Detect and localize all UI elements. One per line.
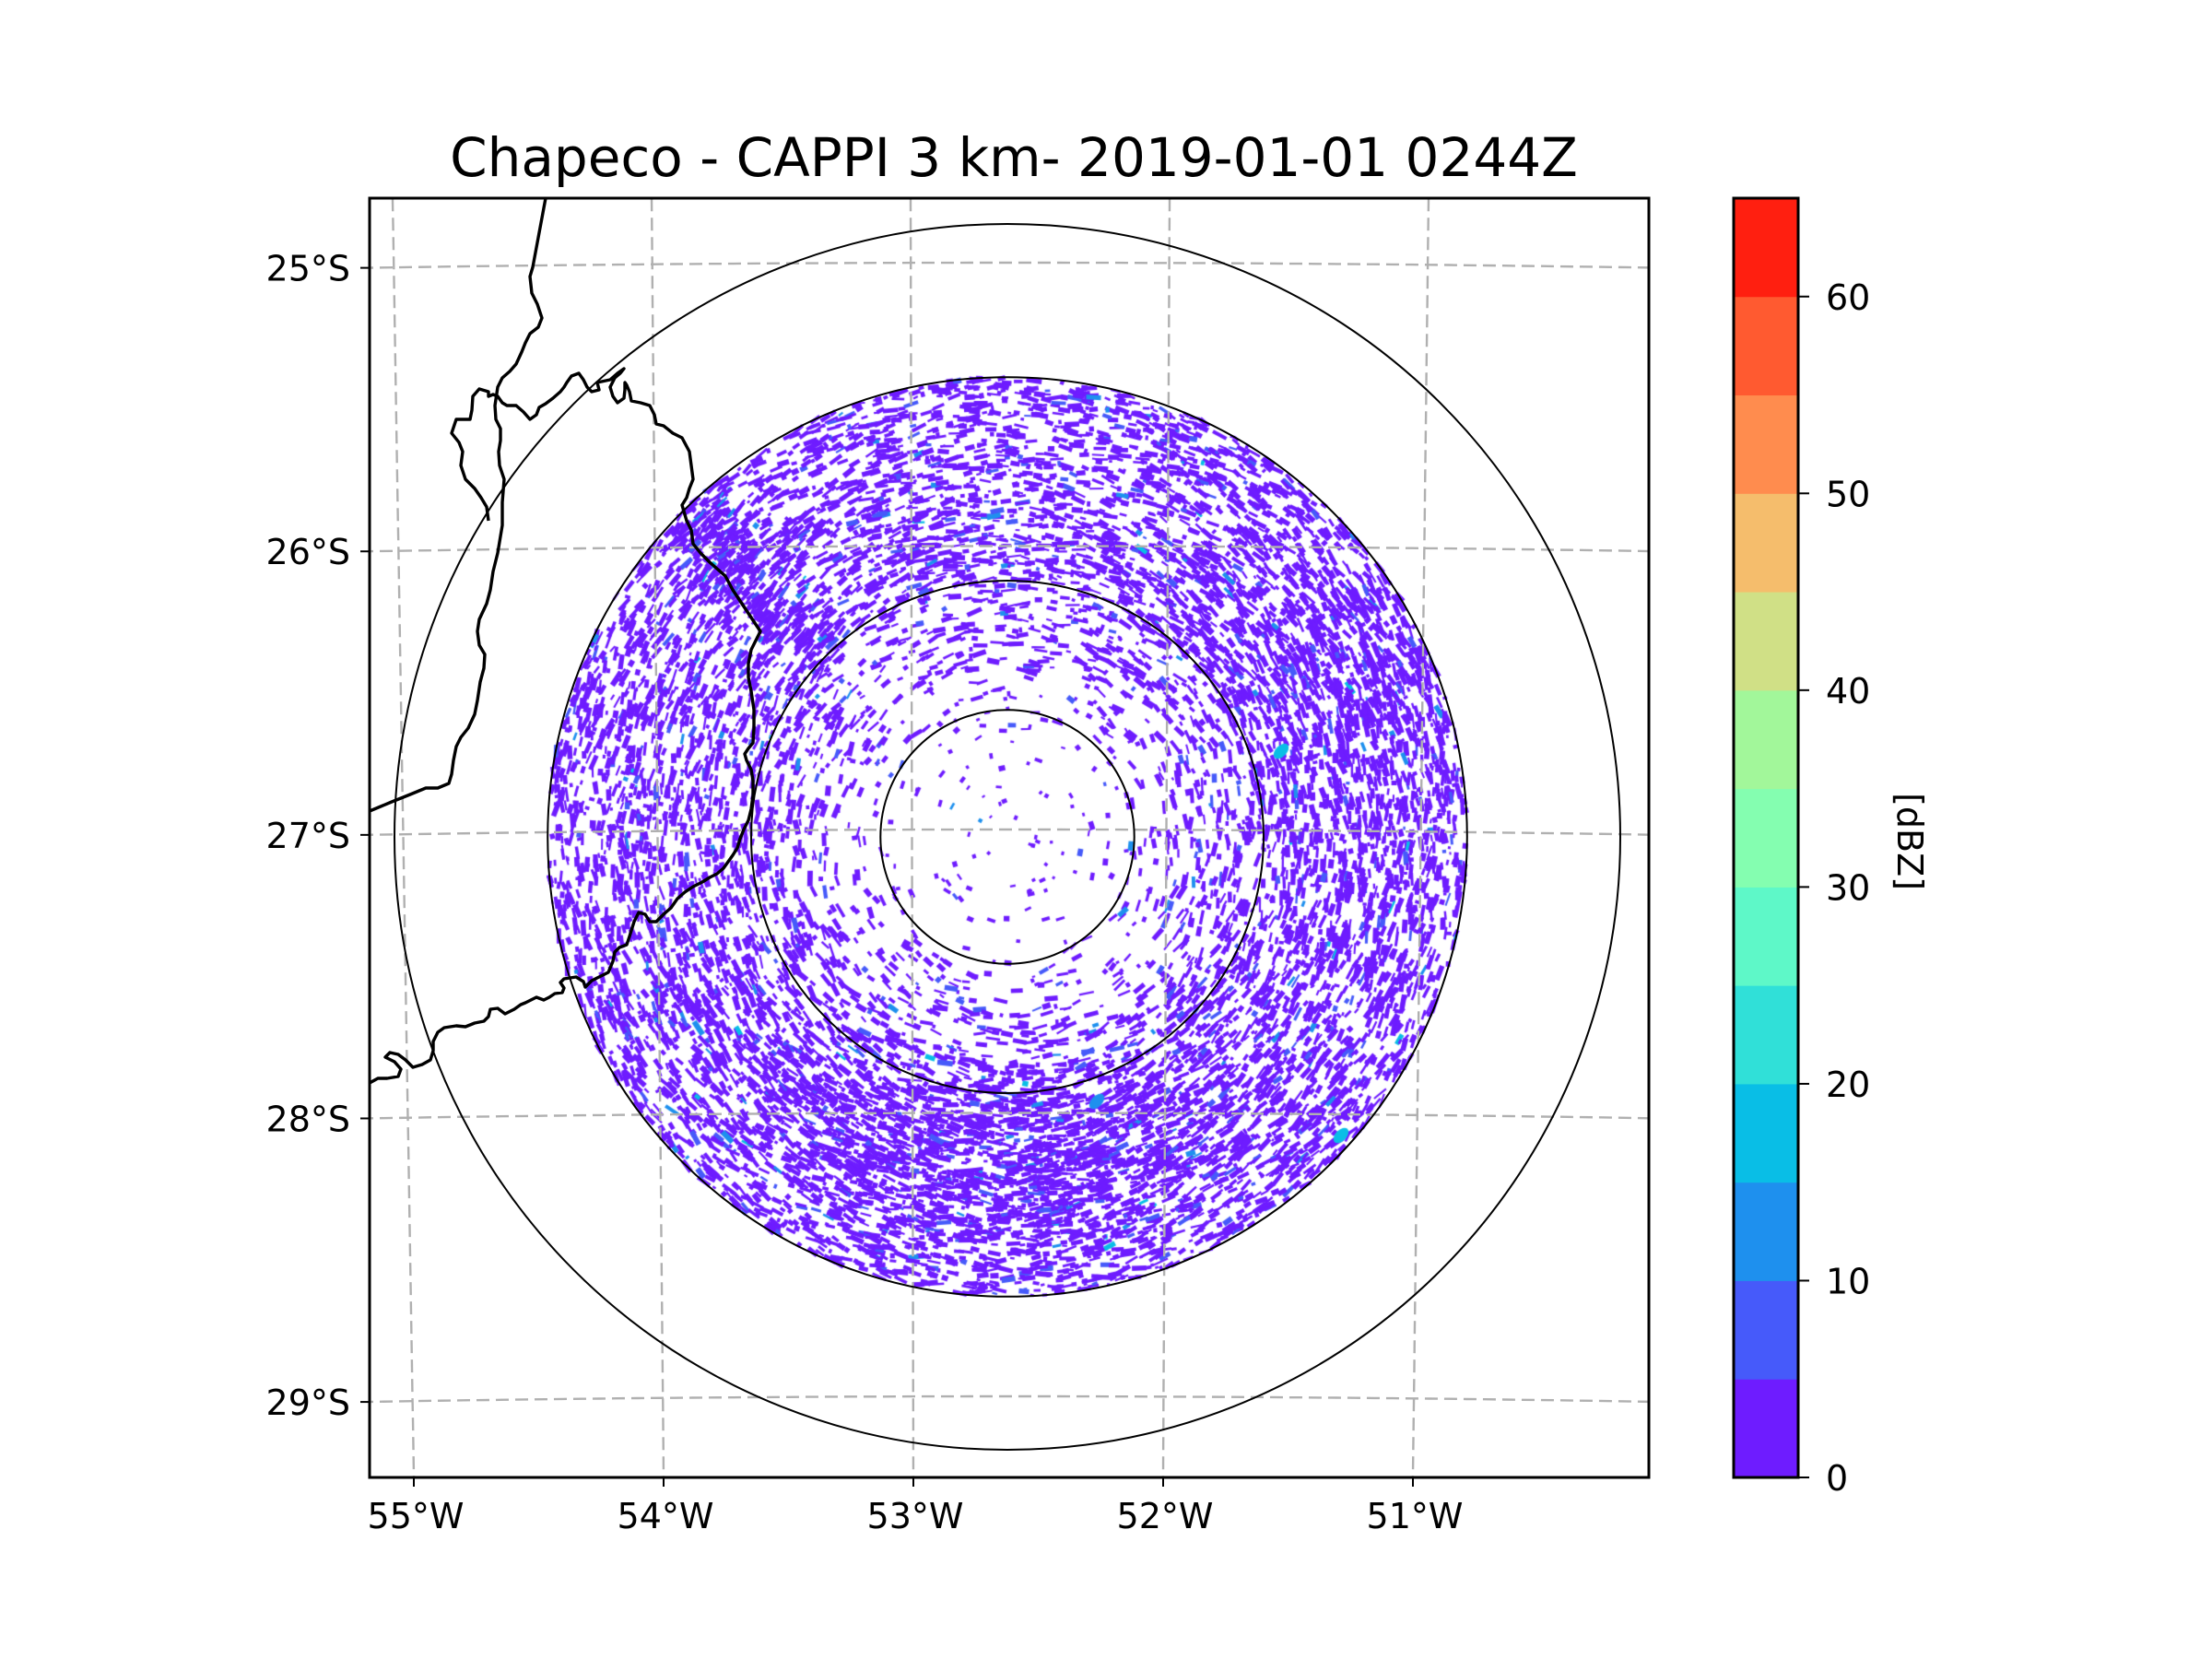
parallel-gridline [370, 545, 1649, 553]
y-axis-ticks: 25°S 26°S 27°S 28°S 29°S [266, 249, 370, 1423]
colorbar-tick-label: 0 [1826, 1458, 1848, 1499]
colorbar-band [1734, 985, 1798, 1085]
meridian-gridline [391, 198, 416, 1477]
range-ring [750, 580, 1265, 1094]
colorbar-band [1734, 198, 1798, 298]
colorbar-band [1734, 887, 1798, 986]
x-tick-label: 53°W [867, 1496, 964, 1536]
y-tick-label: 28°S [266, 1099, 350, 1139]
colorbar-tick-label: 50 [1826, 474, 1870, 514]
colorbar-band [1734, 592, 1798, 691]
meridian-gridline [650, 198, 665, 1477]
colorbar-tick-label: 60 [1826, 277, 1870, 318]
colorbar-ticks: 0 10 20 30 40 50 60 [1798, 277, 1870, 1499]
x-tick-label: 51°W [1367, 1496, 1464, 1536]
colorbar-label: [dBZ] [1889, 793, 1930, 890]
gridlines [370, 198, 1649, 1477]
colorbar-band [1734, 689, 1798, 790]
colorbar-band [1734, 788, 1798, 888]
x-tick-label: 52°W [1117, 1496, 1214, 1536]
meridian-gridline [1411, 198, 1430, 1477]
colorbar-tick-label: 20 [1826, 1065, 1870, 1105]
range-ring [547, 376, 1468, 1298]
colorbar-band [1734, 1280, 1798, 1380]
range-rings [394, 223, 1621, 1451]
colorbar-band [1734, 394, 1798, 494]
colorbar-tick-label: 30 [1826, 867, 1870, 908]
border-line-west [370, 198, 547, 813]
y-tick-label: 26°S [266, 532, 350, 572]
chart-title: Chapeco - CAPPI 3 km- 2019-01-01 0244Z [450, 126, 1578, 189]
x-tick-label: 54°W [618, 1496, 714, 1536]
colorbar [1734, 198, 1798, 1478]
colorbar-band [1734, 1182, 1798, 1281]
x-tick-label: 55°W [368, 1496, 465, 1536]
colorbar-frame [1732, 196, 1800, 1479]
colorbar-band [1734, 1083, 1798, 1183]
range-ring [879, 709, 1135, 965]
plot-frame [368, 196, 1651, 1479]
colorbar-band [1734, 296, 1798, 396]
y-tick-label: 29°S [266, 1382, 350, 1423]
colorbar-tick-label: 10 [1826, 1261, 1870, 1301]
border-line-south [370, 367, 762, 1085]
colorbar-band [1734, 1379, 1798, 1478]
range-ring [394, 223, 1621, 1451]
parallel-gridline [370, 1394, 1649, 1404]
y-tick-label: 25°S [266, 249, 350, 289]
y-tick-label: 27°S [266, 816, 350, 856]
parallel-gridline [370, 1112, 1649, 1120]
colorbar-band [1734, 493, 1798, 593]
state-borders [370, 198, 762, 1085]
x-axis-ticks: 55°W 54°W 53°W 52°W 51°W [368, 1477, 1464, 1536]
colorbar-tick-label: 40 [1826, 671, 1870, 712]
parallel-gridline [370, 261, 1649, 269]
parallel-gridline [370, 828, 1649, 836]
